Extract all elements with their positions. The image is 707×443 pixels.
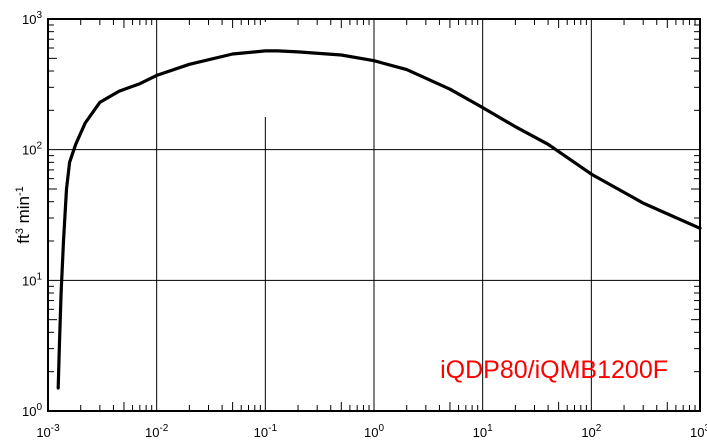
plot-frame bbox=[47, 18, 701, 412]
x-tick-base: 10 bbox=[690, 425, 704, 440]
y-tick-label: 100 bbox=[22, 402, 42, 419]
x-tick-label: 10-1 bbox=[254, 423, 278, 440]
x-tick-label: 103 bbox=[690, 423, 707, 440]
series-layer bbox=[56, 49, 702, 390]
x-tick-label: 100 bbox=[364, 423, 384, 440]
x-tick-exp: 3 bbox=[704, 423, 707, 434]
y-axis-label-base: ft bbox=[14, 234, 33, 244]
x-tick-exp: 1 bbox=[487, 423, 493, 434]
x-tick-base: 10 bbox=[473, 425, 487, 440]
y-axis-label-unit-exp: -1 bbox=[14, 186, 26, 196]
x-tick-base: 10 bbox=[364, 425, 378, 440]
y-tick-base: 10 bbox=[22, 143, 36, 158]
x-tick-labels: 10-310-210-1100101102103 bbox=[36, 423, 707, 440]
y-tick-base: 10 bbox=[22, 12, 36, 27]
x-tick-label: 102 bbox=[581, 423, 601, 440]
y-axis-label-base-exp: 3 bbox=[14, 228, 26, 234]
x-tick-base: 10 bbox=[254, 425, 268, 440]
y-tick-label: 101 bbox=[22, 271, 42, 288]
grid-gap bbox=[263, 22, 268, 117]
series-line bbox=[56, 49, 702, 390]
x-tick-label: 101 bbox=[473, 423, 493, 440]
y-tick-exp: 1 bbox=[36, 271, 42, 282]
y-tick-exp: 3 bbox=[36, 10, 42, 21]
y-tick-base: 10 bbox=[22, 273, 36, 288]
x-tick-base: 10 bbox=[581, 425, 595, 440]
x-tick-exp: -1 bbox=[268, 423, 277, 434]
x-tick-base: 10 bbox=[145, 425, 159, 440]
x-tick-label: 10-3 bbox=[36, 423, 60, 440]
y-tick-label: 102 bbox=[22, 141, 42, 158]
y-axis-label: ft3 min-1 bbox=[14, 186, 33, 243]
x-tick-exp: 0 bbox=[378, 423, 384, 434]
x-tick-base: 10 bbox=[36, 425, 50, 440]
gridline-gap bbox=[263, 22, 268, 117]
y-axis-label-unit: min bbox=[14, 196, 33, 228]
y-tick-label: 103 bbox=[22, 10, 42, 27]
model-annotation: iQDP80/iQMB1200F bbox=[440, 356, 668, 384]
y-tick-exp: 0 bbox=[36, 402, 42, 413]
x-tick-exp: -2 bbox=[159, 423, 168, 434]
x-tick-label: 10-2 bbox=[145, 423, 169, 440]
y-tick-base: 10 bbox=[22, 404, 36, 419]
y-tick-exp: 2 bbox=[36, 141, 42, 152]
x-tick-exp: -3 bbox=[51, 423, 60, 434]
x-tick-exp: 2 bbox=[596, 423, 602, 434]
